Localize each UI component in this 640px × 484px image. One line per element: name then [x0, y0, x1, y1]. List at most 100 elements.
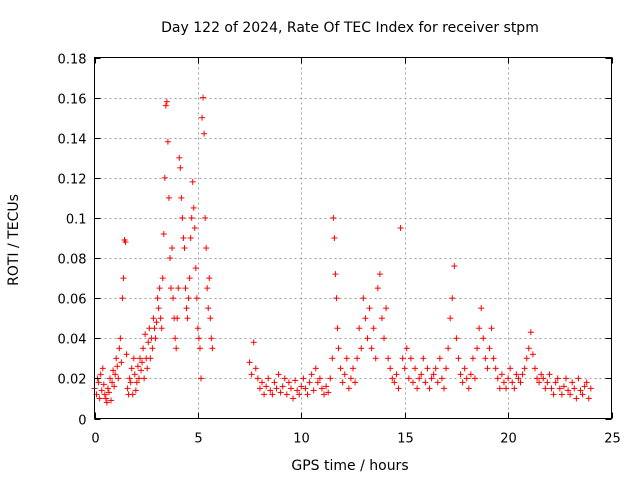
data-point: [112, 371, 119, 378]
data-point: [155, 305, 162, 312]
data-point: [339, 379, 346, 386]
data-point: [105, 389, 112, 396]
data-point: [378, 315, 385, 322]
data-point: [316, 375, 323, 382]
data-point: [571, 385, 578, 392]
y-tick-label: 0.02: [58, 373, 87, 388]
data-point: [194, 325, 201, 332]
data-point: [474, 345, 481, 352]
data-point: [556, 385, 563, 392]
data-point: [579, 391, 586, 398]
x-tick-label: 15: [397, 432, 414, 447]
data-point: [583, 379, 590, 386]
data-point: [312, 365, 319, 372]
data-point: [383, 305, 390, 312]
data-point: [513, 371, 520, 378]
data-point: [430, 371, 437, 378]
data-point: [101, 391, 108, 398]
data-point: [345, 385, 352, 392]
data-point: [575, 375, 582, 382]
data-point: [511, 385, 518, 392]
data-point: [159, 275, 166, 282]
data-point: [156, 285, 163, 292]
data-point: [418, 371, 425, 378]
data-point: [323, 383, 330, 390]
data-point: [202, 214, 209, 221]
data-point: [97, 371, 104, 378]
data-point: [461, 365, 468, 372]
data-point: [183, 305, 190, 312]
data-point: [447, 315, 454, 322]
data-point: [306, 379, 313, 386]
data-point: [544, 379, 551, 386]
data-point: [385, 355, 392, 362]
data-point: [267, 387, 274, 394]
data-point: [191, 224, 198, 231]
x-tick-label: 20: [500, 432, 517, 447]
data-point: [542, 385, 549, 392]
data-point: [279, 383, 286, 390]
data-point: [389, 375, 396, 382]
data-point: [332, 271, 339, 278]
data-point: [341, 371, 348, 378]
data-point: [110, 367, 117, 374]
data-point: [99, 365, 106, 372]
data-point: [472, 375, 479, 382]
data-point: [132, 387, 139, 394]
data-point: [193, 295, 200, 302]
data-point: [362, 315, 369, 322]
data-point: [399, 355, 406, 362]
data-point: [455, 355, 462, 362]
data-point: [366, 305, 373, 312]
data-point: [252, 365, 259, 372]
data-point: [200, 94, 207, 101]
data-point: [540, 375, 547, 382]
data-point: [109, 379, 116, 386]
data-point: [372, 355, 379, 362]
data-point: [527, 329, 534, 336]
data-point: [203, 245, 210, 252]
x-tick-label: 5: [194, 432, 202, 447]
data-point: [261, 391, 268, 398]
data-point: [277, 389, 284, 396]
data-point: [565, 387, 572, 394]
data-point: [457, 371, 464, 378]
data-point: [169, 245, 176, 252]
data-point: [173, 345, 180, 352]
data-point: [269, 391, 276, 398]
data-point: [329, 355, 336, 362]
data-point: [131, 371, 138, 378]
data-point: [302, 385, 309, 392]
data-point: [96, 395, 103, 402]
data-point: [180, 235, 187, 241]
data-point: [201, 130, 208, 137]
x-tick-label: 25: [604, 432, 621, 447]
data-point: [273, 385, 280, 392]
data-point: [370, 325, 377, 332]
data-point: [134, 363, 141, 370]
data-point: [325, 389, 332, 396]
data-point: [189, 178, 196, 185]
data-point: [145, 339, 152, 346]
data-point: [310, 387, 317, 394]
data-point: [186, 275, 193, 282]
data-point: [206, 275, 213, 282]
data-point: [523, 355, 530, 362]
chart-title: Day 122 of 2024, Rate Of TEC Index for r…: [161, 20, 539, 36]
data-point: [117, 335, 124, 342]
data-point: [405, 375, 412, 382]
data-point: [414, 385, 421, 392]
data-point: [354, 355, 361, 362]
data-point: [424, 365, 431, 372]
data-point: [334, 325, 341, 332]
data-point: [184, 315, 191, 322]
data-point: [113, 355, 120, 362]
x-axis-title: GPS time / hours: [291, 458, 408, 474]
data-point: [204, 285, 211, 292]
data-point: [536, 379, 543, 386]
data-point: [567, 391, 574, 398]
data-point: [152, 335, 159, 342]
data-point: [459, 379, 466, 386]
data-point: [165, 194, 172, 201]
data-point: [208, 335, 215, 342]
